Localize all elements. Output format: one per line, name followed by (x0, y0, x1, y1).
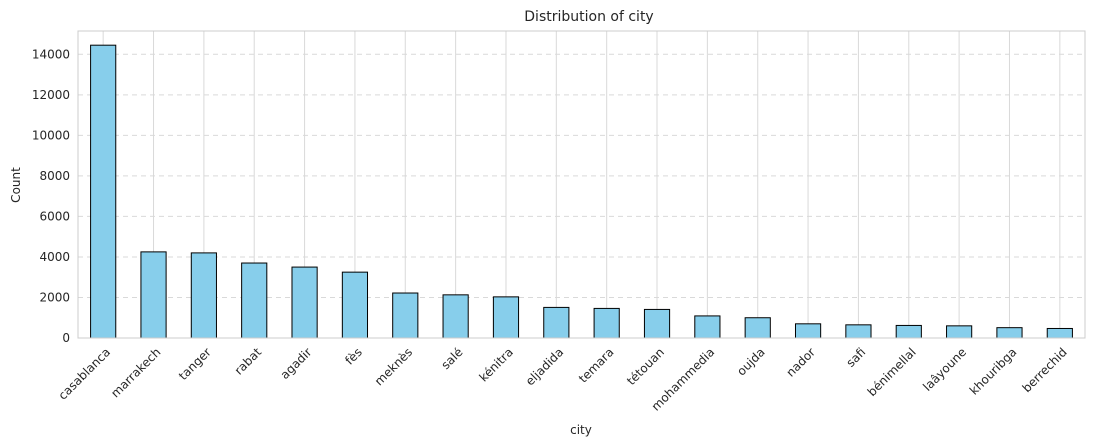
x-tick-label: laâyoune (920, 345, 969, 394)
bar-casablanca (90, 44, 117, 339)
y-tick-label: 2000 (39, 290, 70, 304)
x-tick-label: bénimellal (865, 345, 919, 399)
x-tick-label: marrakech (108, 345, 163, 400)
x-tick-label: fès (342, 345, 365, 368)
plot-frame (77, 30, 1086, 339)
bar-fès (341, 271, 369, 339)
x-tick-label: safi (844, 345, 869, 370)
x-tick-label: salé (438, 345, 465, 372)
x-tick-label: tétouan (624, 345, 667, 388)
bar-tanger (190, 252, 217, 339)
x-tick-label: khouribga (967, 345, 1020, 398)
x-tick-label: meknès (372, 345, 415, 388)
x-tick-label: agadir (278, 345, 315, 382)
x-tick-label: rabat (232, 345, 265, 378)
y-tick-label: 8000 (39, 169, 70, 183)
bar-marrakech (140, 251, 167, 339)
y-axis-ticks: 0 2000 4000 6000 8000 10000 12000 14000 (32, 47, 70, 345)
bar-meknès (392, 292, 419, 339)
bar-rabat (241, 262, 268, 339)
bar-laâyoune (946, 325, 973, 339)
plot-border (77, 30, 1086, 339)
bar-berrechid (1046, 327, 1073, 339)
x-tick-label: nador (783, 345, 818, 380)
x-tick-label: temara (576, 345, 617, 386)
bar-khouribga (996, 327, 1023, 339)
bar-salé (442, 294, 469, 339)
bar-nador (794, 323, 822, 339)
x-tick-label: kénitra (476, 345, 515, 384)
x-tick-label: eljadida (523, 345, 566, 388)
bar-tétouan (643, 308, 671, 339)
y-tick-label: 10000 (32, 128, 70, 142)
x-axis-title: city (570, 423, 592, 437)
bar-oujda (744, 317, 771, 339)
x-tick-label: oujda (734, 345, 767, 378)
bar-kénitra (492, 296, 520, 339)
x-tick-label: casablanca (56, 345, 114, 403)
y-tick-label: 4000 (39, 250, 70, 264)
y-tick-label: 0 (62, 331, 70, 345)
bar-mohammedia (694, 315, 721, 339)
y-tick-label: 6000 (39, 209, 70, 223)
bars-layer (90, 44, 1073, 339)
bar-safi (845, 324, 872, 339)
bar-bénimellal (895, 324, 922, 339)
bar-temara (593, 307, 620, 339)
x-tick-label: berrechid (1020, 345, 1070, 395)
grid-layer (78, 31, 1085, 339)
bar-eljadida (543, 306, 570, 339)
x-tick-label: tanger (176, 345, 214, 383)
bar-agadir (291, 266, 318, 339)
chart-title: Distribution of city (524, 9, 653, 25)
y-tick-label: 12000 (32, 88, 70, 102)
y-tick-label: 14000 (32, 47, 70, 61)
y-axis-title: Count (9, 167, 23, 203)
